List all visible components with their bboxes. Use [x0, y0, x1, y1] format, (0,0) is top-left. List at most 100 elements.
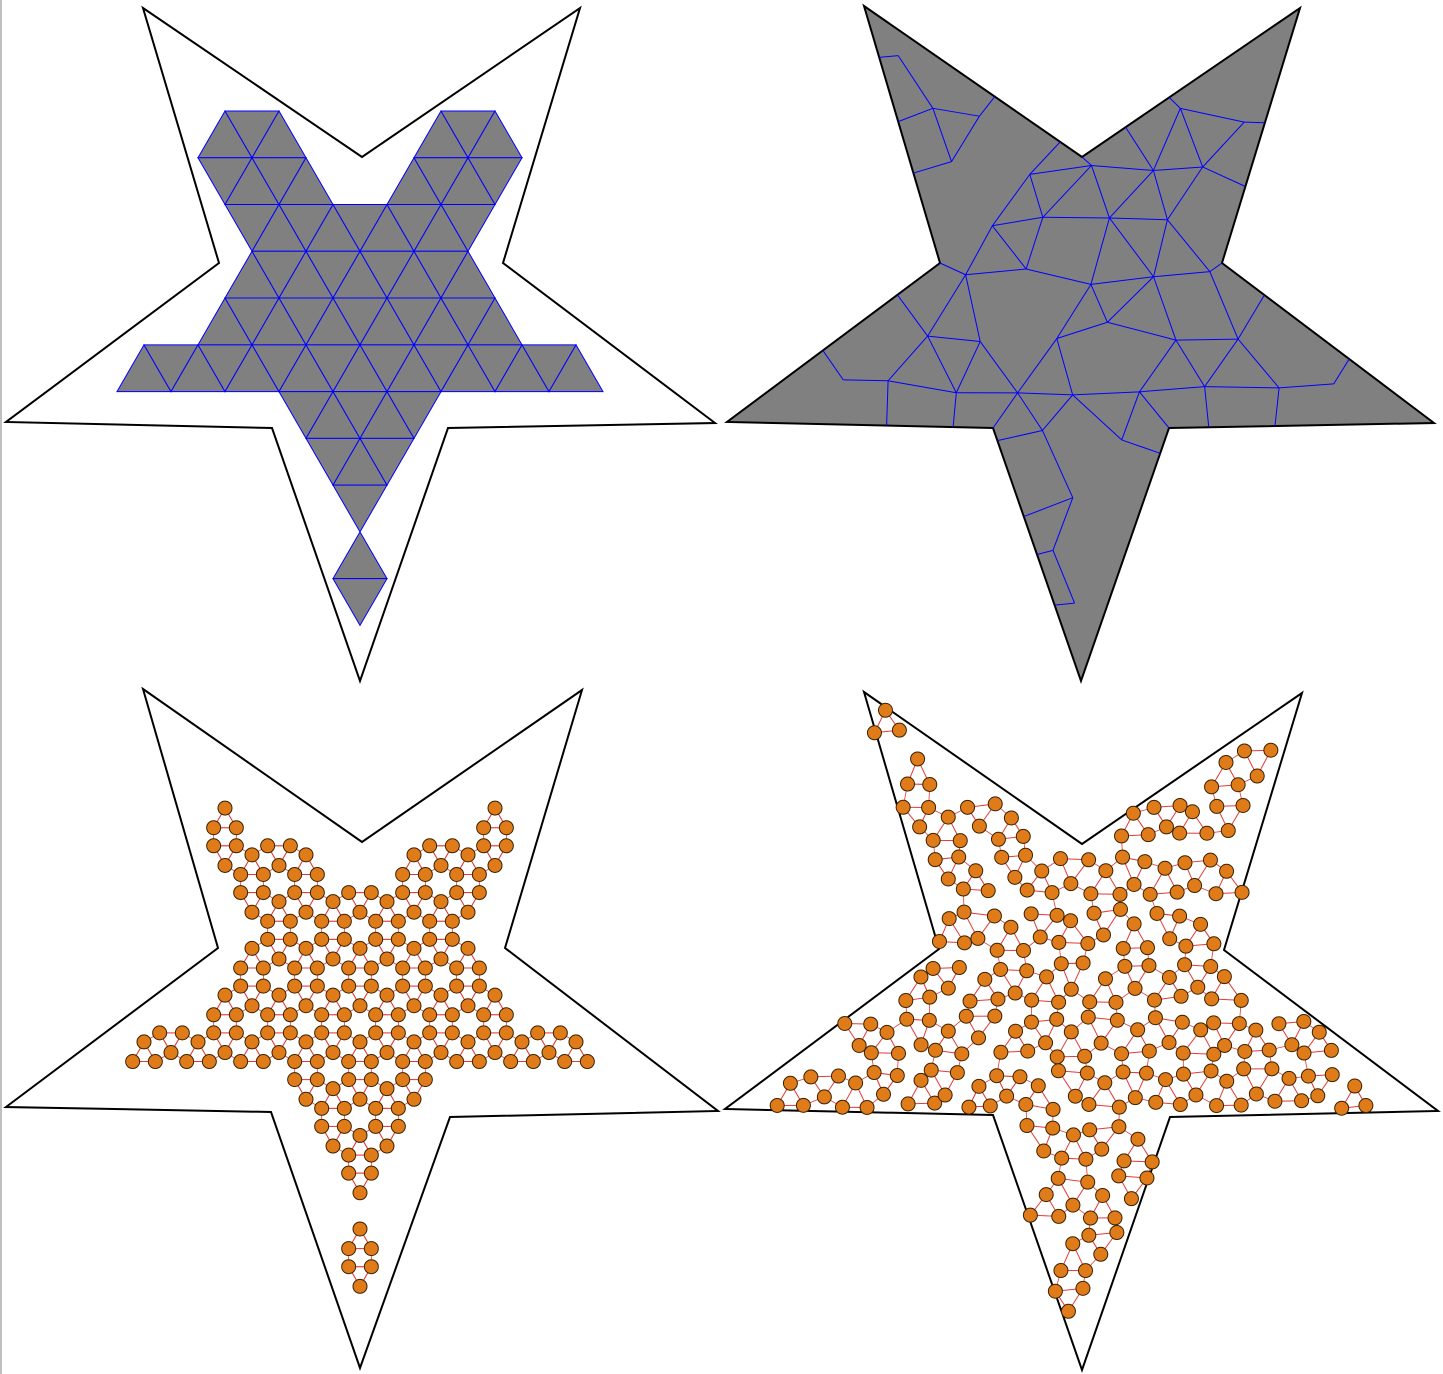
- particle-node: [449, 1054, 465, 1070]
- particle-node: [1080, 1009, 1096, 1025]
- particle-node: [1130, 1022, 1146, 1038]
- particle-node: [1093, 1035, 1109, 1051]
- particle-node: [1097, 971, 1113, 987]
- particle-node: [433, 857, 449, 873]
- particle-node: [1140, 827, 1156, 843]
- particle-node: [206, 820, 222, 836]
- particle-node: [912, 819, 928, 835]
- mesh-edge: [1109, 217, 1154, 278]
- particle-node: [422, 931, 438, 947]
- particle-node: [471, 866, 487, 882]
- particle-node: [922, 989, 938, 1005]
- particle-node: [233, 1054, 249, 1070]
- particle-node: [890, 1045, 906, 1061]
- particle-node: [1219, 1073, 1235, 1089]
- particle-node: [352, 1185, 368, 1201]
- particle-node: [390, 1007, 406, 1023]
- particle-node: [201, 1054, 217, 1070]
- particle-node: [233, 885, 249, 901]
- mesh-edge: [1167, 219, 1211, 272]
- particle-node: [363, 885, 379, 901]
- particle-node: [352, 998, 368, 1014]
- mesh-edge: [1202, 121, 1245, 168]
- mesh-edge: [1072, 391, 1140, 396]
- particle-node: [309, 1072, 325, 1088]
- particle-node: [271, 951, 287, 967]
- particle-node: [940, 809, 956, 825]
- particle-node: [1116, 1153, 1132, 1169]
- particle-node: [228, 1007, 244, 1023]
- particle-node: [503, 1054, 519, 1070]
- left-border-rule: [0, 0, 2, 1374]
- particle-node: [406, 847, 422, 863]
- particle-node: [1147, 1010, 1163, 1026]
- particle-node: [989, 942, 1005, 958]
- particle-node: [956, 904, 972, 920]
- particle-node: [487, 857, 503, 873]
- mesh-edge: [1153, 219, 1168, 277]
- particle-node: [309, 960, 325, 976]
- particle-node: [1324, 1067, 1340, 1083]
- particle-node: [298, 847, 314, 863]
- mesh-edge: [1052, 497, 1074, 551]
- particle-node: [282, 1025, 298, 1041]
- particle-node: [859, 1099, 875, 1115]
- mesh-triangle: [332, 530, 388, 580]
- mesh-edge: [1237, 294, 1265, 340]
- particle-node: [940, 980, 956, 996]
- particle-node: [962, 993, 978, 1009]
- particle-node: [895, 799, 911, 815]
- particle-node: [913, 1072, 929, 1088]
- mesh-edge: [1091, 164, 1154, 171]
- particle-node: [1216, 969, 1232, 985]
- particle-node: [476, 1025, 492, 1041]
- particle-node: [1080, 936, 1096, 952]
- particle-node: [1249, 768, 1265, 784]
- particle-node: [1248, 1086, 1264, 1102]
- particle-node: [1175, 1066, 1191, 1082]
- particle-node: [568, 1034, 584, 1050]
- particle-node: [417, 866, 433, 882]
- particle-node: [927, 1095, 943, 1111]
- particle-node: [341, 1165, 357, 1181]
- particle-node: [460, 940, 476, 956]
- particle-node: [363, 1147, 379, 1163]
- particle-node: [314, 931, 330, 947]
- particle-node: [449, 978, 465, 994]
- particle-node: [147, 1054, 163, 1070]
- particle-node: [993, 962, 1009, 978]
- particle-node: [1023, 1014, 1039, 1030]
- mesh-edge: [992, 392, 1019, 429]
- particle-node: [1098, 863, 1114, 879]
- mesh-edge: [1237, 338, 1280, 389]
- mesh-edge: [843, 379, 889, 382]
- particle-node: [341, 978, 357, 994]
- particle-node: [233, 960, 249, 976]
- particle-node: [282, 931, 298, 947]
- particle-node: [314, 1100, 330, 1116]
- particle-node: [1079, 1065, 1095, 1081]
- particle-node: [406, 940, 422, 956]
- particle-node: [287, 960, 303, 976]
- particle-node: [260, 913, 276, 929]
- particle-node: [1310, 1088, 1326, 1104]
- particle-node: [782, 1075, 798, 1091]
- mesh-edge: [1029, 164, 1092, 175]
- mesh-edge: [927, 335, 981, 343]
- particle-node: [1008, 1023, 1024, 1039]
- particle-node: [1137, 854, 1153, 870]
- particle-node: [1108, 994, 1124, 1010]
- particle-node: [1007, 985, 1023, 1001]
- particle-node: [260, 838, 276, 854]
- particle-node: [889, 1068, 905, 1084]
- particle-node: [525, 1054, 541, 1070]
- particle-node: [1300, 1068, 1316, 1084]
- particle-node: [1139, 1170, 1155, 1186]
- particle-node: [282, 1007, 298, 1023]
- mesh-triangle: [440, 204, 496, 253]
- particle-node: [1015, 828, 1031, 844]
- mesh-edge: [1041, 430, 1074, 498]
- mesh-edge: [1109, 217, 1168, 221]
- particle-node: [1045, 1120, 1061, 1136]
- particle-node: [990, 831, 1006, 847]
